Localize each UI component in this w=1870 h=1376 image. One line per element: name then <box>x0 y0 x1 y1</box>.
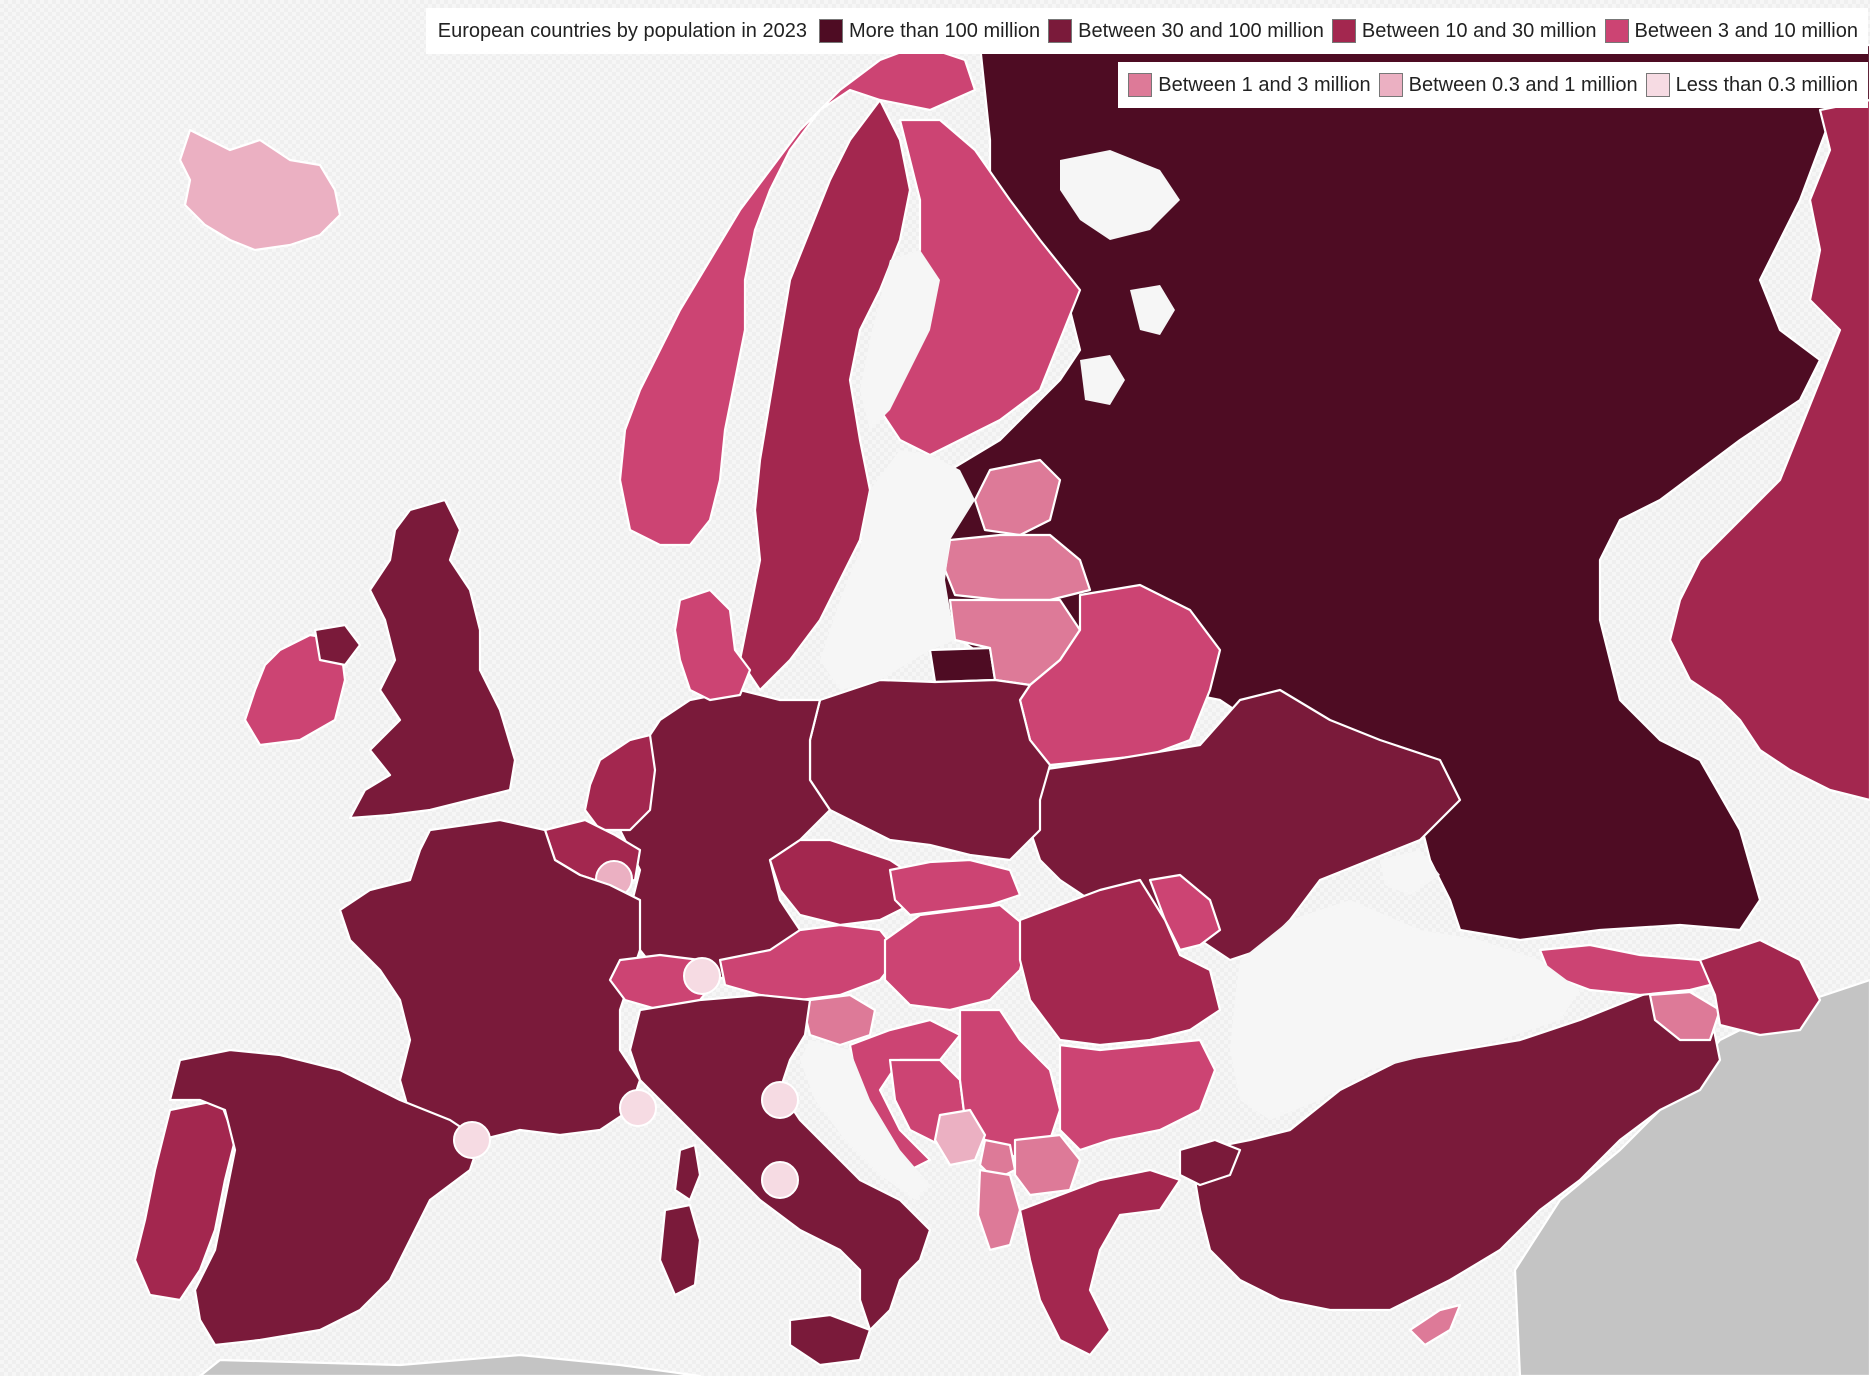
legend-item-1-to-3m: Between 1 and 3 million <box>1128 73 1374 97</box>
region-north-africa <box>198 1353 702 1376</box>
country-sweden <box>738 98 912 692</box>
country-slovakia <box>888 858 1022 917</box>
marker-liechtenstein <box>683 957 721 995</box>
white-sea <box>1060 150 1180 240</box>
country-kazakhstan <box>1668 98 1870 802</box>
legend-swatch <box>1378 73 1403 97</box>
legend-label: More than 100 million <box>848 19 1041 42</box>
country-russia-kaliningrad <box>928 646 997 684</box>
country-turkey-thrace <box>1178 1138 1242 1187</box>
country-norway <box>618 43 977 547</box>
country-uk-northern-ireland <box>313 623 362 667</box>
country-hungary <box>883 903 1032 1012</box>
country-france-corsica <box>673 1143 702 1202</box>
gulf-of-bothnia <box>860 250 940 430</box>
legend-item-0.3-to-1m: Between 0.3 and 1 million <box>1378 73 1642 97</box>
legend-title: European countries by population in 2023 <box>437 19 807 42</box>
marker-andorra <box>453 1121 491 1159</box>
legend-swatch <box>1604 19 1629 43</box>
country-bulgaria <box>1058 1038 1217 1152</box>
country-italy-sardinia <box>658 1203 702 1297</box>
country-greece <box>1018 1168 1182 1357</box>
legend-label: Between 0.3 and 1 million <box>1408 73 1638 96</box>
legend-swatch <box>1128 73 1153 97</box>
country-iceland <box>178 128 342 252</box>
legend-item-30-to-100m: Between 30 and 100 million <box>1048 19 1328 43</box>
legend-item-more-than-100m: More than 100 million <box>818 19 1044 43</box>
lake-onega <box>1130 285 1175 335</box>
marker-san-marino <box>761 1081 799 1119</box>
country-belarus <box>1018 583 1222 767</box>
country-italy-sicily <box>788 1313 872 1367</box>
country-albania <box>976 1168 1022 1252</box>
legend-label: Between 1 and 3 million <box>1158 73 1371 96</box>
country-estonia <box>973 458 1062 537</box>
legend-swatch <box>818 19 843 43</box>
legend-item-less-than-0.3m: Less than 0.3 million <box>1645 73 1862 97</box>
legend-swatch <box>1645 73 1670 97</box>
legend-item-10-to-30m: Between 10 and 30 million <box>1331 19 1601 43</box>
country-azerbaijan <box>1698 938 1822 1037</box>
country-spain <box>168 1048 482 1347</box>
country-denmark <box>673 588 752 702</box>
country-cyprus <box>1408 1303 1462 1347</box>
legend-item-3-to-10m: Between 3 and 10 million <box>1604 19 1862 43</box>
country-armenia <box>1648 990 1722 1042</box>
country-romania <box>1018 878 1222 1047</box>
legend-label: Less than 0.3 million <box>1675 73 1858 96</box>
country-netherlands <box>583 733 657 832</box>
legend-label: Between 30 and 100 million <box>1078 19 1324 42</box>
country-montenegro <box>933 1108 987 1167</box>
country-slovenia <box>803 993 877 1047</box>
legend-label: Between 10 and 30 million <box>1361 19 1597 42</box>
marker-monaco <box>619 1089 657 1127</box>
country-uk <box>348 498 517 820</box>
country-france <box>338 818 642 1142</box>
sea-of-azov <box>1380 850 1440 895</box>
marker-vatican <box>761 1161 799 1199</box>
country-latvia <box>943 533 1092 602</box>
baltic-sea <box>820 450 975 690</box>
black-sea <box>1230 900 1580 1120</box>
adriatic-sea <box>800 1040 930 1200</box>
country-north-macedonia <box>1013 1133 1082 1197</box>
legend-label: Between 3 and 10 million <box>1634 19 1858 42</box>
legend-swatch <box>1048 19 1073 43</box>
country-poland <box>808 678 1052 862</box>
lake-ladoga <box>1080 355 1125 405</box>
legend-swatch <box>1331 19 1356 43</box>
legend-row-1: European countries by population in 2023… <box>425 8 1868 54</box>
legend-row-2: Between 1 and 3 million Between 0.3 and … <box>1118 62 1868 108</box>
